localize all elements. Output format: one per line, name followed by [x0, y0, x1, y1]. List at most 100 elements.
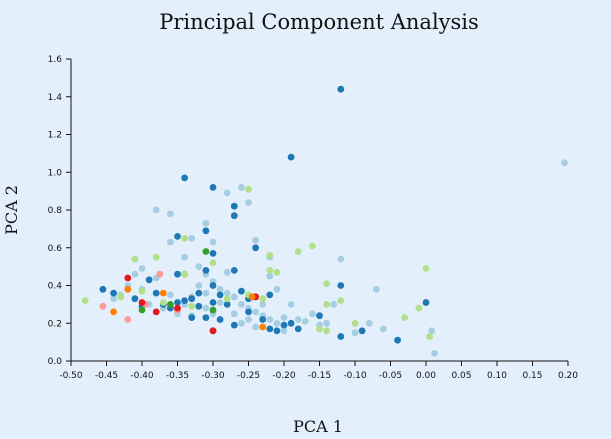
data-point [230, 202, 238, 210]
x-tick-label: -0.50 [59, 371, 83, 381]
x-tick-label: -0.05 [379, 371, 402, 381]
axis-layer: -0.50 -0.45 -0.40 -0.35 -0.30 -0.25 -0.20 -0.15… [48, 55, 579, 381]
x-tick-label: -0.30 [201, 371, 225, 381]
data-point [337, 297, 345, 304]
x-axis-title: PCA 1 [293, 417, 343, 436]
data-point [323, 280, 330, 287]
data-point [181, 174, 189, 182]
data-point [330, 301, 338, 308]
x-tick-label: -0.25 [237, 371, 260, 381]
data-point [209, 238, 217, 246]
data-point [294, 325, 302, 333]
data-point [174, 233, 181, 240]
data-point [223, 295, 231, 303]
data-point [365, 319, 373, 327]
data-point [431, 350, 438, 357]
data-point [152, 206, 160, 214]
data-point [230, 267, 238, 274]
data-point [209, 250, 217, 257]
data-point [223, 268, 231, 276]
data-point [209, 306, 217, 314]
data-point [280, 321, 288, 329]
data-point [216, 316, 224, 323]
y-tick-label: 0.4 [48, 282, 63, 292]
data-point [245, 316, 252, 323]
data-point [223, 289, 231, 297]
y-tick-label: 1.4 [48, 93, 63, 103]
data-point [195, 263, 203, 270]
data-point [99, 302, 107, 310]
data-point [230, 293, 238, 301]
data-point [152, 308, 160, 316]
data-point [266, 291, 274, 299]
data-point [188, 302, 196, 310]
data-point [138, 306, 146, 314]
data-point [323, 301, 330, 308]
data-point [422, 299, 430, 306]
data-point [223, 301, 231, 308]
data-point [238, 184, 245, 191]
x-tick-label: 0.00 [416, 371, 436, 381]
data-point [238, 287, 245, 295]
data-point [287, 153, 295, 161]
data-point [174, 299, 181, 306]
data-point [248, 293, 256, 301]
y-tick-label: 0.8 [48, 206, 63, 216]
data-point [273, 319, 281, 327]
x-tick-label: 0.15 [522, 371, 542, 381]
data-point [309, 310, 316, 318]
data-point [259, 295, 267, 303]
data-point [401, 314, 409, 321]
data-point [561, 159, 568, 167]
data-point [159, 289, 167, 297]
data-point [273, 327, 281, 335]
x-tick-label: -0.35 [166, 371, 189, 381]
data-point [202, 304, 210, 312]
data-point [124, 285, 132, 293]
data-point [351, 319, 359, 327]
data-point [167, 301, 174, 308]
data-point [152, 253, 160, 261]
x-tick-label: -0.10 [343, 371, 367, 381]
chart-title: Principal Component Analysis [159, 10, 479, 34]
data-point [266, 272, 274, 280]
data-point [426, 333, 433, 340]
data-point [266, 251, 274, 259]
y-tick-label: 0.6 [48, 244, 63, 254]
y-tick-label: 1.2 [48, 131, 62, 141]
data-point [337, 282, 345, 289]
data-point [316, 312, 323, 320]
data-point [309, 242, 316, 250]
data-point [209, 184, 217, 191]
x-tick-label: -0.40 [130, 371, 154, 381]
data-point [216, 299, 224, 306]
data-point [202, 267, 210, 274]
data-point [138, 287, 146, 295]
data-point [415, 304, 423, 312]
data-point [394, 336, 401, 344]
data-point [238, 319, 245, 327]
data-point [202, 219, 210, 227]
data-point [138, 299, 146, 306]
data-point [294, 248, 302, 255]
data-point [280, 327, 288, 335]
data-point [372, 285, 380, 293]
data-point [209, 259, 217, 267]
data-point [167, 238, 174, 246]
data-point [287, 301, 295, 308]
data-point [266, 267, 274, 274]
data-point [337, 255, 345, 263]
data-point [209, 327, 217, 335]
data-point [159, 299, 167, 306]
data-point [124, 274, 132, 282]
data-point [202, 289, 210, 297]
data-point [117, 293, 125, 301]
data-point [195, 289, 203, 297]
data-point [273, 268, 281, 276]
data-point [245, 308, 252, 316]
data-point [337, 333, 345, 340]
data-point [131, 255, 139, 263]
data-point [351, 329, 359, 337]
